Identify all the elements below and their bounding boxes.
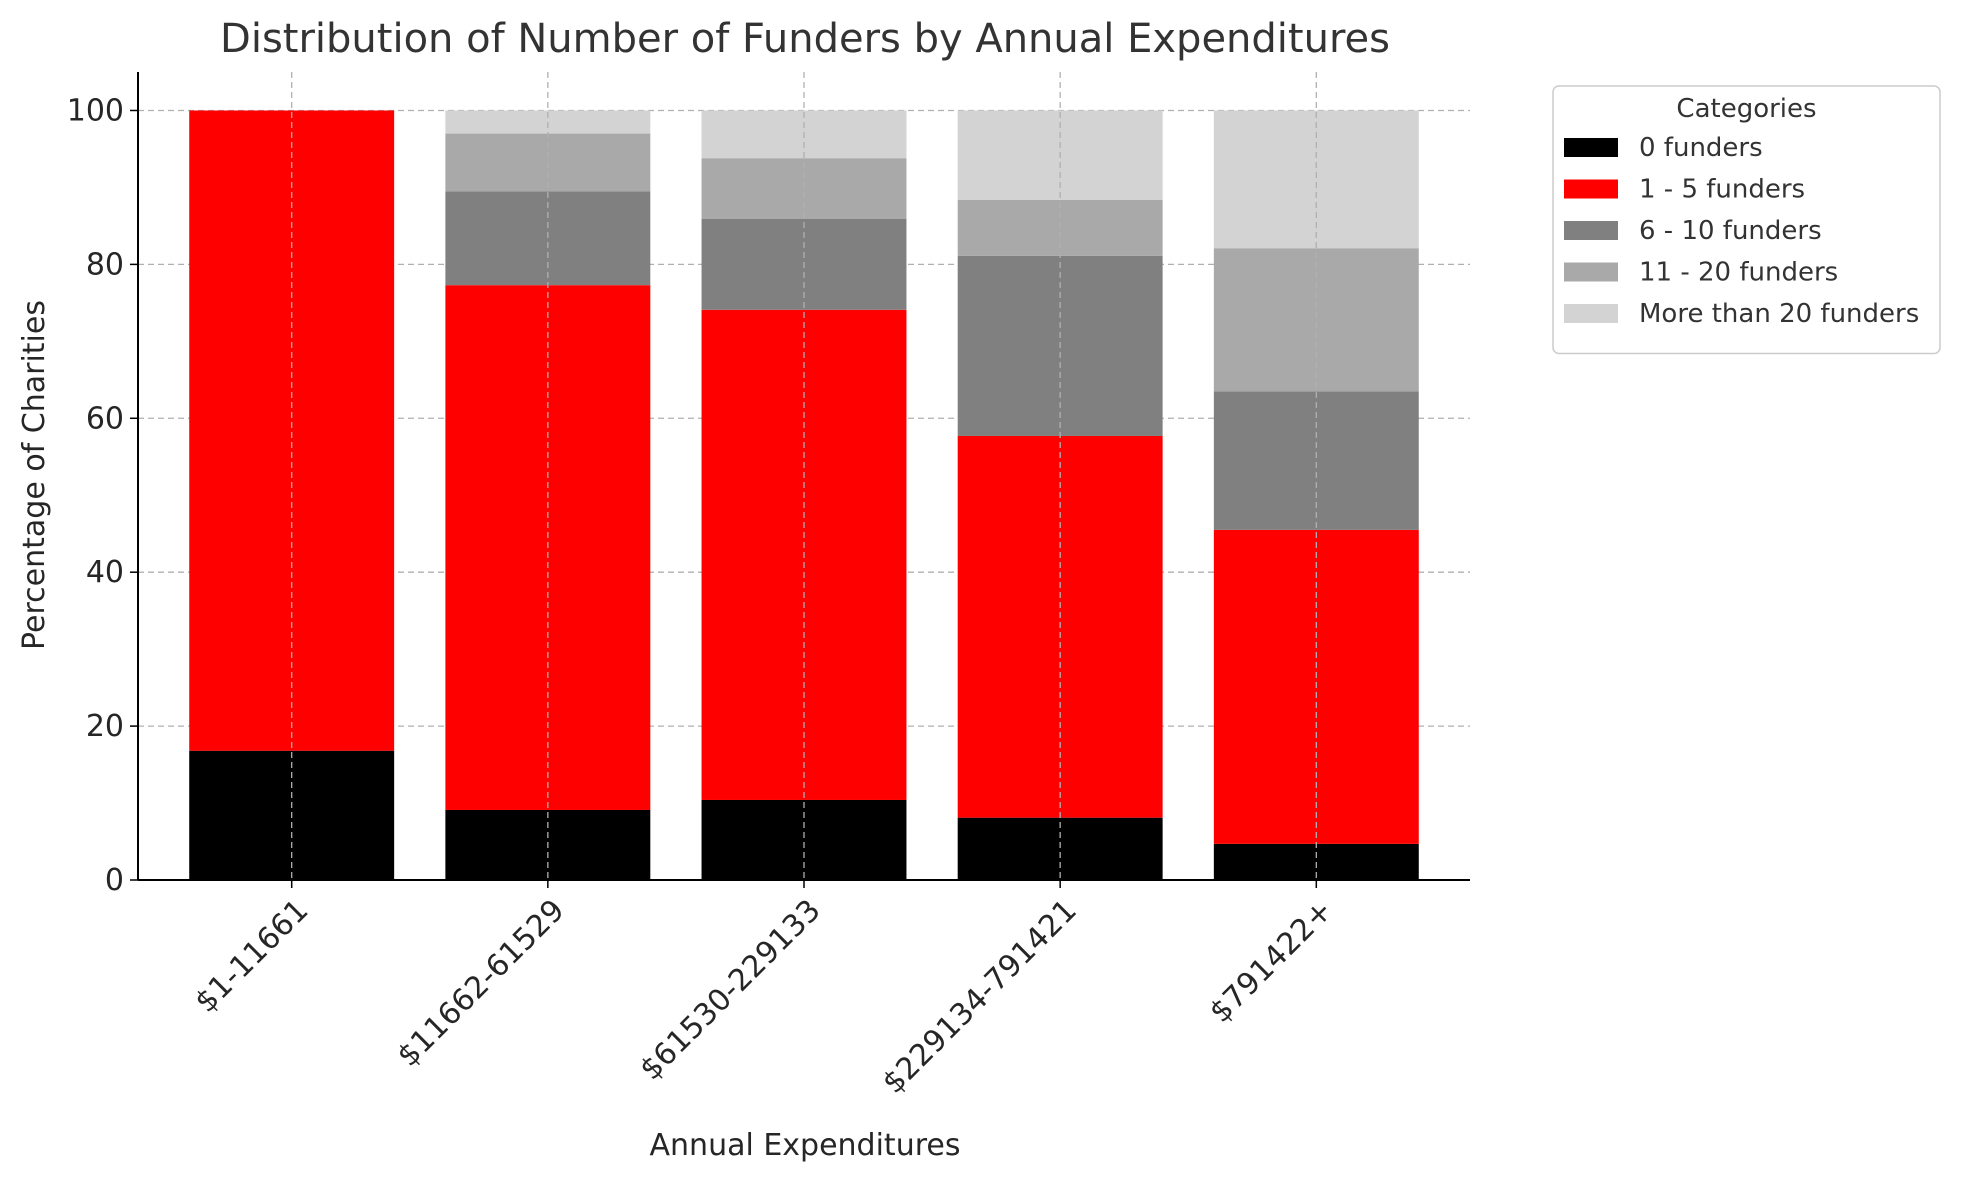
axes bbox=[130, 72, 1470, 888]
legend-entry: 0 funders bbox=[1639, 133, 1763, 163]
bar-0-funders-3 bbox=[957, 817, 1163, 880]
x-tick-label: $791422+ bbox=[1203, 893, 1340, 1030]
y-tick-label: 40 bbox=[86, 555, 124, 590]
chart-title: Distribution of Number of Funders by Ann… bbox=[220, 16, 1390, 62]
x-tick-label: $61530-229133 bbox=[633, 893, 827, 1087]
y-tick-label: 60 bbox=[86, 401, 124, 436]
legend-swatch bbox=[1564, 304, 1618, 323]
x-axis-label: Annual Expenditures bbox=[650, 1128, 961, 1163]
y-tick-label: 80 bbox=[86, 247, 124, 282]
y-tick-labels: 0 20 40 60 80 100 bbox=[67, 93, 124, 898]
legend-box bbox=[1552, 85, 1941, 355]
legend-swatch bbox=[1564, 221, 1618, 240]
y-tick-label: 20 bbox=[86, 709, 124, 744]
legend: Categories 0 funders 1 - 5 funders 6 - 10 f… bbox=[1552, 85, 1941, 355]
vertical-grid-lines bbox=[291, 72, 1317, 880]
x-tick-labels: $1-11661 $11662-61529 $61530-229133 $229134… bbox=[188, 893, 1339, 1101]
x-tick-label: $1-11661 bbox=[188, 893, 315, 1020]
x-tick-label: $229134-791421 bbox=[876, 893, 1084, 1101]
y-axis-label: Percentage of Charities bbox=[17, 300, 52, 650]
bar-11-20-funders-2 bbox=[701, 158, 907, 219]
y-tick-label: 100 bbox=[67, 93, 124, 128]
y-tick-label: 0 bbox=[105, 863, 124, 898]
legend-entry: 11 - 20 funders bbox=[1639, 258, 1838, 288]
legend-entry: 1 - 5 funders bbox=[1639, 175, 1805, 205]
bar-11-20-funders-4 bbox=[1213, 248, 1419, 392]
legend-swatch bbox=[1564, 179, 1618, 199]
x-tick-label: $11662-61529 bbox=[391, 893, 572, 1074]
legend-entry: More than 20 funders bbox=[1639, 299, 1919, 329]
legend-entry: 6 - 10 funders bbox=[1639, 216, 1822, 246]
legend-swatch bbox=[1564, 138, 1618, 157]
legend-swatch bbox=[1564, 262, 1618, 282]
legend-title: Categories bbox=[1676, 94, 1816, 124]
